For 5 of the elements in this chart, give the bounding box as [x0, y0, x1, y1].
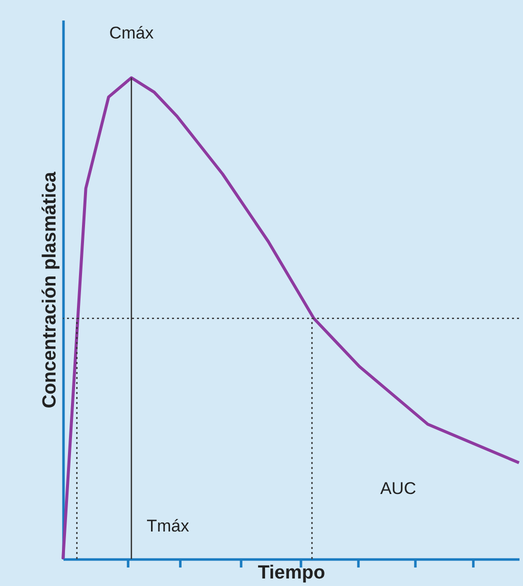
y-axis-title: Concentración plasmática	[40, 171, 60, 408]
text: Cmáx	[109, 23, 154, 42]
annotation: AUC	[380, 478, 416, 498]
annotation: Tmáx	[146, 516, 190, 536]
x-axis-title: Tiempo	[258, 562, 326, 584]
